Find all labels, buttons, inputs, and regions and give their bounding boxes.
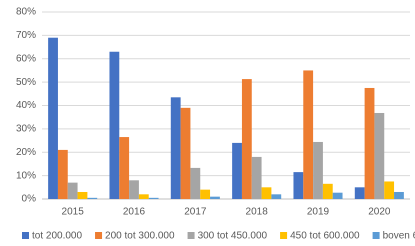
x-tick-label: 2016 <box>123 207 146 218</box>
bar <box>180 107 191 199</box>
legend-swatch <box>187 232 195 239</box>
x-tick-label: 2020 <box>368 207 391 218</box>
bar <box>261 187 272 199</box>
bar <box>67 182 78 199</box>
legend-label: 200 tot 300.000 <box>105 231 175 242</box>
y-tick-label: 10% <box>16 170 36 181</box>
y-tick-label: 50% <box>16 77 36 88</box>
bar <box>364 87 375 199</box>
y-tick-label: 40% <box>16 100 36 111</box>
bar <box>87 197 98 199</box>
bar <box>332 192 343 199</box>
bar <box>210 196 220 199</box>
bar <box>138 194 149 199</box>
bar <box>313 141 323 199</box>
bar <box>394 191 404 199</box>
bar <box>170 97 181 199</box>
bar <box>57 149 68 199</box>
y-tick-label: 60% <box>16 53 36 64</box>
bar <box>119 137 130 199</box>
bar <box>293 172 304 199</box>
legend-label: 450 tot 600.000 <box>290 231 360 242</box>
bar <box>77 191 88 199</box>
bar <box>109 51 120 199</box>
legend-label: boven 600.000 <box>383 231 415 242</box>
bar <box>48 37 58 200</box>
y-tick-label: 80% <box>16 7 36 18</box>
legend-swatch <box>95 232 103 239</box>
legend-swatch <box>280 232 288 239</box>
y-tick-label: 30% <box>16 124 36 135</box>
x-tick-label: 2017 <box>184 207 207 218</box>
bar <box>384 181 395 199</box>
y-tick-label: 20% <box>16 147 36 158</box>
bar <box>271 194 282 199</box>
bar <box>322 183 333 199</box>
legend-label: 300 tot 450.000 <box>198 231 268 242</box>
y-tick-label: 70% <box>16 30 36 41</box>
legend-swatch <box>372 232 380 239</box>
bar <box>303 70 314 199</box>
bar <box>190 167 201 199</box>
legend-swatch <box>22 232 29 239</box>
x-tick-label: 2019 <box>307 207 330 218</box>
bar <box>129 180 139 199</box>
bar <box>241 79 252 199</box>
legend-label: tot 200.000 <box>32 231 82 242</box>
bar <box>374 112 385 199</box>
bar <box>148 197 159 199</box>
x-tick-label: 2015 <box>62 207 85 218</box>
y-tick-label: 0% <box>22 194 37 205</box>
bar <box>251 156 262 199</box>
x-tick-label: 2018 <box>246 207 269 218</box>
bar <box>354 187 365 199</box>
bar <box>232 142 242 199</box>
bar <box>200 189 211 199</box>
